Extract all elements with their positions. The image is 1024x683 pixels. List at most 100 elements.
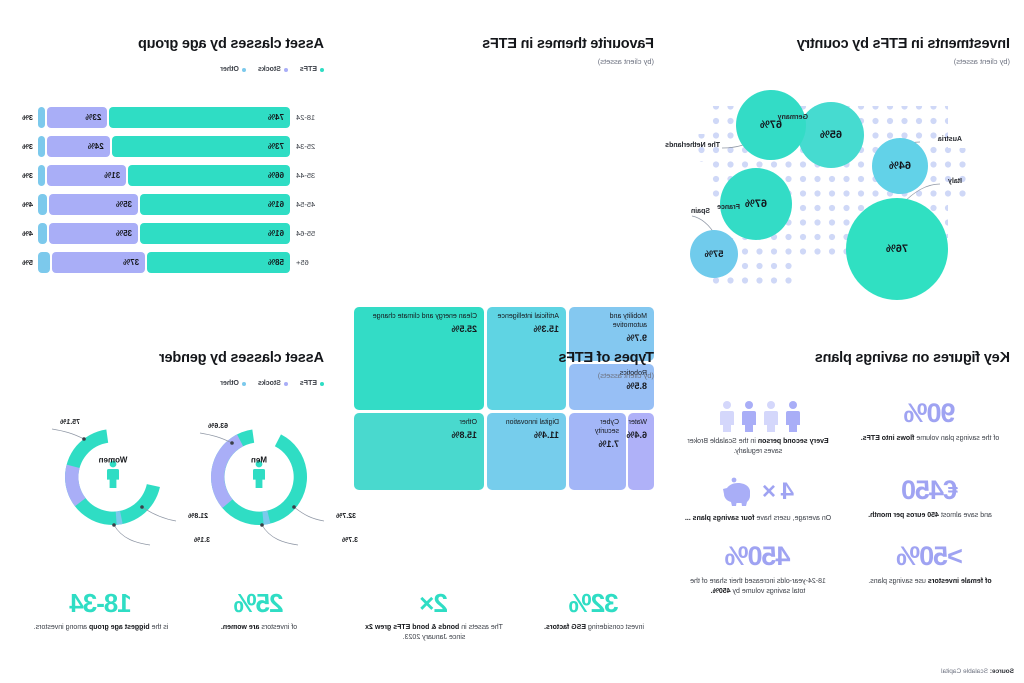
table-row: 65+ 58% 37% 5% bbox=[16, 251, 324, 274]
treemap-tile-digital-innovation[interactable]: Digital innovation 11.4% bbox=[487, 413, 566, 490]
donut-men-center-label: Men bbox=[251, 455, 267, 465]
key-figure-female-investors: >50% of female investors use savings pla… bbox=[850, 541, 1010, 597]
bar-value-other: 3% bbox=[22, 171, 33, 180]
stat-caption: The assets in bonds & bond ETFs grew 2x … bbox=[365, 624, 503, 641]
key-figure-savings-plan-volume: 90% of the savings plan volume flows int… bbox=[850, 398, 1010, 457]
table-row: 55-64 61% 35% 4% bbox=[16, 222, 324, 245]
treemap-themes: Clean energy and climate change 25.5% Ot… bbox=[354, 307, 654, 490]
stat-value: 25% bbox=[234, 588, 284, 618]
bar-category-45-54: 45-54 bbox=[296, 200, 316, 209]
panel-title-map: Investments in ETFs by country bbox=[796, 36, 1010, 52]
bar-seg-etfs: 61% bbox=[140, 223, 290, 244]
key-figure-caption: of the savings plan volume flows into ET… bbox=[860, 435, 1000, 442]
bar-seg-other bbox=[38, 194, 48, 215]
stat-caption: is the biggest age group among investors… bbox=[33, 624, 169, 631]
bar-seg-etfs: 74% bbox=[109, 107, 290, 128]
key-figure-caption: and save almost 450 euros per month. bbox=[868, 511, 992, 519]
key-figure-euros-per-month: €450 and save almost 450 euros per month… bbox=[850, 475, 1010, 524]
bar-seg-stocks: 23% bbox=[47, 107, 108, 128]
bar-seg-etfs: 61% bbox=[140, 194, 290, 215]
bar-value-other: 3% bbox=[22, 113, 33, 122]
legend-gender: ETFs Stocks Other bbox=[14, 380, 324, 387]
bar-seg-stocks: 35% bbox=[49, 223, 139, 244]
key-figure-caption: 18-24-year-olds increased their share of… bbox=[690, 578, 826, 596]
donut-charts-gender: Men 63.6% 32.7% 3.7% bbox=[48, 415, 358, 565]
bar-value-other: 3% bbox=[22, 142, 33, 151]
bubble-netherlands: 67% bbox=[736, 90, 806, 160]
bar-seg-stocks: 37% bbox=[51, 252, 146, 273]
key-figure-value: 4 × bbox=[762, 477, 795, 505]
donut-men-slice-stocks bbox=[210, 434, 244, 508]
donut-men-slice-other bbox=[262, 510, 271, 525]
panel-subtitle-map: (by client assets) bbox=[953, 57, 1010, 66]
panel-title-gender: Asset classes by gender bbox=[159, 350, 324, 366]
bar-seg-other bbox=[38, 136, 46, 157]
legend-item-other: Other bbox=[220, 380, 246, 387]
piggy-bank-icon bbox=[722, 477, 750, 506]
donut-men-label-other: 3.7% bbox=[342, 537, 358, 544]
bubble-spain: 57% bbox=[690, 230, 738, 278]
donut-women-label-stocks: 21.8% bbox=[188, 513, 208, 520]
treemap-tile-cyber-security[interactable]: Cyber security 7.1% bbox=[569, 413, 626, 490]
panel-title-themes: Favourite themes in ETFs bbox=[482, 36, 654, 52]
legend-item-stocks: Stocks bbox=[258, 380, 288, 387]
panel-types-of-etfs: Types of ETFs (by client assets) bbox=[354, 350, 654, 380]
bar-seg-other bbox=[38, 165, 46, 186]
treemap-tile-other[interactable]: Other 15.8% bbox=[354, 413, 484, 490]
bubble-italy: 76% bbox=[846, 198, 948, 300]
key-figure-value: 450% bbox=[725, 541, 791, 572]
donut-women: Women 75.1% 21.8% 3.1% bbox=[48, 415, 210, 565]
bar-value-other: 4% bbox=[22, 200, 33, 209]
key-figure-four-savings-plans: 4 × On average, users have four savings … bbox=[678, 475, 838, 524]
legend-dot-stocks bbox=[283, 67, 288, 72]
map-label-austria: Austria bbox=[937, 136, 962, 143]
treemap-tile-water[interactable]: Water 6.4% bbox=[626, 413, 654, 490]
panel-title-key-figures: Key figures on savings plans bbox=[814, 350, 1010, 366]
panel-favourite-themes: Favourite themes in ETFs (by client asse… bbox=[354, 36, 654, 66]
key-figure-value: 90% bbox=[904, 398, 956, 428]
bar-seg-etfs: 66% bbox=[128, 165, 290, 186]
bar-category-65-plus: 65+ bbox=[296, 258, 309, 267]
bar-category-55-64: 55-64 bbox=[296, 229, 316, 238]
key-figures-grid: 90% of the savings plan volume flows int… bbox=[678, 398, 1010, 597]
bar-category-35-44: 35-44 bbox=[296, 171, 316, 180]
donut-men-label-etfs: 63.6% bbox=[208, 423, 228, 430]
stat-women-investors: 25% of investors are women. bbox=[194, 588, 324, 633]
bubble-austria: 64% bbox=[872, 138, 928, 194]
piggy-bank-icon-group: 4 × bbox=[722, 475, 794, 509]
legend-item-etfs: ETFs bbox=[300, 380, 324, 387]
map-label-france: France bbox=[717, 204, 740, 211]
donut-women-slice-stocks bbox=[65, 464, 86, 507]
key-figure-caption: On average, users have four savings plan… bbox=[684, 514, 832, 522]
people-icon bbox=[720, 401, 800, 432]
key-figure-caption: Every second person in the Scalable Brok… bbox=[687, 438, 829, 455]
bar-seg-stocks: 31% bbox=[47, 165, 127, 186]
donut-women-shape bbox=[51, 428, 177, 546]
stat-value: 18-34 bbox=[70, 588, 132, 618]
bar-value-other: 4% bbox=[22, 229, 33, 238]
bar-value-other: 5% bbox=[22, 258, 33, 267]
donut-women-center-label: Women bbox=[98, 455, 128, 465]
table-row: 35-44 66% 31% 3% bbox=[16, 164, 324, 187]
legend-age: ETFs Stocks Other bbox=[14, 66, 324, 73]
stat-caption: invest considering ESG factors. bbox=[544, 624, 644, 631]
panel-title-types: Types of ETFs bbox=[558, 350, 654, 366]
panel-title-age: Asset classes by age group bbox=[138, 36, 324, 52]
key-figure-every-second-person: Every second person in the Scalable Brok… bbox=[678, 398, 838, 457]
bar-category-18-24: 18-24 bbox=[296, 113, 316, 122]
panel-investments-by-country: Investments in ETFs by country (by clien… bbox=[680, 36, 1010, 66]
source-note: Source: Scalable Capital bbox=[941, 668, 1014, 675]
map-label-germany: Germany bbox=[777, 114, 808, 121]
bar-seg-stocks: 35% bbox=[49, 194, 139, 215]
stat-value: 2× bbox=[420, 588, 448, 618]
donut-men-shape bbox=[199, 429, 325, 546]
bar-seg-other bbox=[38, 252, 50, 273]
key-figure-young-savings-volume: 450% 18-24-year-olds increased their sha… bbox=[678, 541, 838, 597]
key-figure-value: €450 bbox=[901, 474, 959, 505]
map-label-italy: Italy bbox=[947, 178, 962, 185]
key-figure-caption: of female investors use savings plans. bbox=[868, 578, 992, 586]
legend-dot-etfs bbox=[320, 67, 324, 72]
key-figure-value: >50% bbox=[897, 541, 963, 572]
bubble-germany: 65% bbox=[798, 102, 864, 168]
